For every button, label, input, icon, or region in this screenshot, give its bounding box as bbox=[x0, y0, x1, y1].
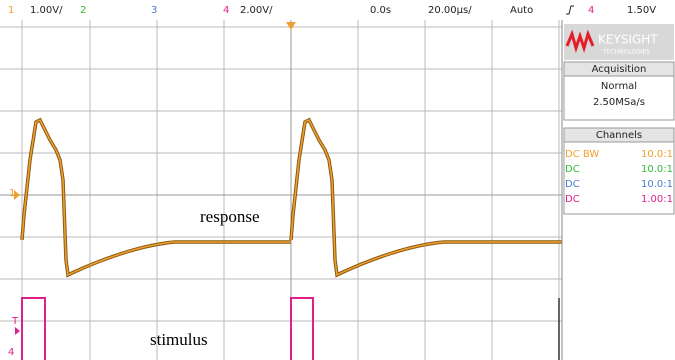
channel-probe: 1.00:1 bbox=[641, 194, 673, 205]
trigger-level: 1.50V bbox=[627, 5, 656, 16]
channel-probe: 10.0:1 bbox=[641, 164, 673, 175]
time-offset: 0.0s bbox=[370, 5, 391, 16]
ch4-ground-marker: 4 bbox=[8, 347, 14, 358]
ch1-scale: 1.00V/ bbox=[30, 5, 63, 16]
channel-probe: 10.0:1 bbox=[641, 149, 673, 160]
channel-coupling: DC BW bbox=[565, 149, 599, 160]
channel-coupling: DC bbox=[565, 194, 580, 205]
acquisition-title: Acquisition bbox=[592, 64, 647, 75]
top-bar bbox=[0, 0, 675, 19]
ch4-label: 4 bbox=[223, 5, 229, 16]
annotation: stimulus bbox=[150, 330, 208, 349]
acquisition-mode: Normal bbox=[601, 81, 637, 92]
scope-screen: 1 T 4 response stimulus 1 1.00V/ 2 3 4 2… bbox=[0, 0, 675, 360]
ch1-label: 1 bbox=[8, 5, 14, 16]
ch2-label: 2 bbox=[80, 5, 86, 16]
annotation: response bbox=[200, 207, 259, 226]
channels-title: Channels bbox=[596, 130, 642, 141]
brand-sub: TECHNOLOGIES bbox=[602, 49, 650, 56]
trigger-mode: Auto bbox=[510, 5, 533, 16]
channel-probe: 10.0:1 bbox=[641, 179, 673, 190]
channel-coupling: DC bbox=[565, 179, 580, 190]
channel-coupling: DC bbox=[565, 164, 580, 175]
trigger-channel: 4 bbox=[588, 5, 594, 16]
acquisition-rate: 2.50MSa/s bbox=[593, 97, 645, 108]
trigger-level-marker: T bbox=[11, 316, 19, 327]
time-scale: 20.00µs/ bbox=[428, 5, 472, 16]
ch3-label: 3 bbox=[151, 5, 157, 16]
ch4-scale: 2.00V/ bbox=[240, 5, 273, 16]
brand-name: KEYSIGHT bbox=[598, 33, 658, 47]
